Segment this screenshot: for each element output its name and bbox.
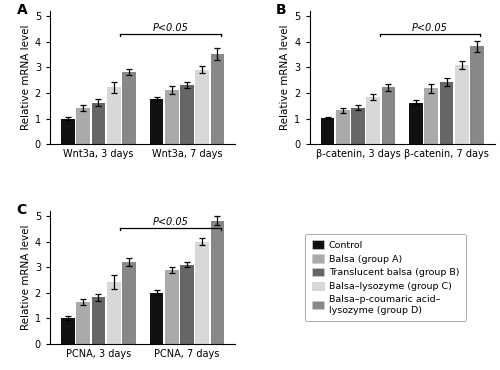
Legend: Control, Balsa (group A), Translucent balsa (group B), Balsa–lysozyme (group C),: Control, Balsa (group A), Translucent ba…	[305, 234, 466, 321]
Bar	[180, 265, 194, 344]
Bar	[210, 221, 224, 344]
Bar	[122, 262, 136, 344]
Bar	[165, 90, 178, 144]
Bar	[351, 108, 365, 144]
Bar	[210, 54, 224, 144]
Bar	[409, 103, 423, 144]
Bar	[150, 100, 164, 144]
Bar	[440, 82, 454, 144]
Text: B: B	[276, 3, 287, 17]
Bar	[196, 242, 209, 344]
Bar	[92, 297, 106, 344]
Text: P<0.05: P<0.05	[412, 23, 448, 33]
Bar	[424, 88, 438, 144]
Bar	[165, 270, 178, 344]
Bar	[122, 72, 136, 144]
Bar	[106, 87, 120, 144]
Bar	[382, 87, 396, 144]
Bar	[366, 97, 380, 144]
Bar	[61, 318, 75, 344]
Bar	[150, 293, 164, 344]
Text: P<0.05: P<0.05	[152, 23, 188, 33]
Y-axis label: Relative mRNA level: Relative mRNA level	[280, 25, 290, 131]
Y-axis label: Relative mRNA level: Relative mRNA level	[20, 25, 30, 131]
Text: P<0.05: P<0.05	[152, 216, 188, 226]
Bar	[196, 70, 209, 144]
Bar	[180, 85, 194, 144]
Bar	[76, 302, 90, 344]
Bar	[470, 47, 484, 144]
Text: A: A	[16, 3, 28, 17]
Text: C: C	[16, 203, 27, 217]
Bar	[336, 111, 349, 144]
Y-axis label: Relative mRNA level: Relative mRNA level	[20, 225, 30, 330]
Bar	[455, 65, 468, 144]
Bar	[92, 103, 106, 144]
Bar	[76, 108, 90, 144]
Bar	[61, 119, 75, 144]
Bar	[106, 282, 120, 344]
Bar	[320, 118, 334, 144]
